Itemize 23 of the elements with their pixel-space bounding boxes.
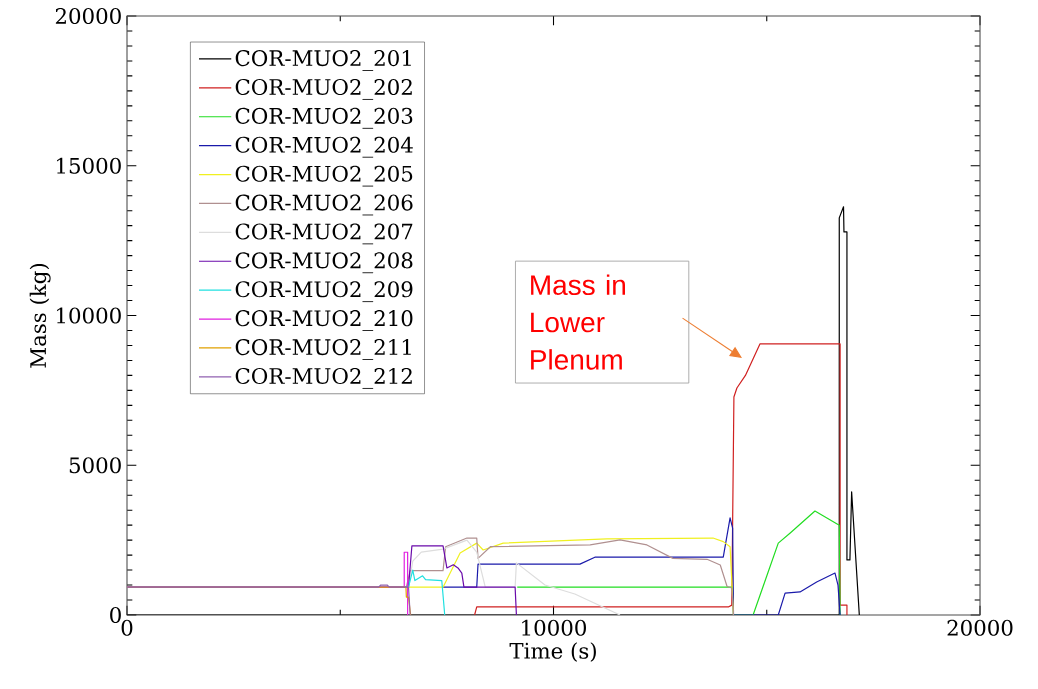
legend-label: COR-MUO2_207 xyxy=(235,223,413,245)
legend-label: COR-MUO2_211 xyxy=(235,339,411,360)
legend-label: COR-MUO2_209 xyxy=(235,281,413,303)
y-tick-label: 0 xyxy=(110,606,121,624)
x-axis-title: Time (s) xyxy=(509,642,596,662)
legend-label: COR-MUO2_204 xyxy=(235,136,413,158)
y-tick-label: 10000 xyxy=(57,307,121,324)
annotation: Mass in Lower Plenum xyxy=(531,274,625,370)
y-tick-label: 5000 xyxy=(69,457,121,474)
legend-label: COR-MUO2_201 xyxy=(235,50,411,71)
y-tick-label: 20000 xyxy=(55,7,121,25)
legend-label: COR-MUO2_208 xyxy=(235,252,413,274)
legend-label: COR-MUO2_202 xyxy=(235,78,412,100)
x-tick-label: 20000 xyxy=(947,619,1013,636)
y-tick-label: 15000 xyxy=(57,157,121,174)
legend-label: COR-MUO2_205 xyxy=(235,165,413,187)
legend-label: COR-MUO2_203 xyxy=(235,107,413,129)
x-tick-label: 10000 xyxy=(522,619,586,636)
legend-label: COR-MUO2_206 xyxy=(235,194,413,216)
legend-label: COR-MUO2_212 xyxy=(235,367,412,389)
x-tick-label: 0 xyxy=(121,619,133,636)
legend-label: COR-MUO2_210 xyxy=(235,310,413,331)
y-axis-title: Mass (kg) xyxy=(29,263,51,368)
